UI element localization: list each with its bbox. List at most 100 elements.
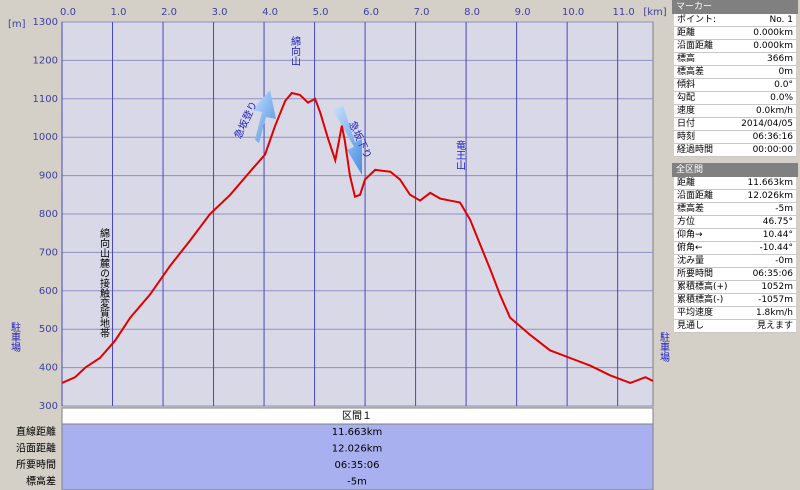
panel-row: 沿面距離 12.026km <box>674 190 796 203</box>
annotation: 綿向山 <box>289 35 301 66</box>
summary-value: -5m <box>347 477 367 488</box>
panel-row: 見通し 見えます <box>674 320 796 333</box>
summary-label: 直線距離 <box>16 425 56 438</box>
panel-row: 沿面距離 0.000km <box>674 40 796 53</box>
panel-value: 1.8km/h <box>755 308 793 318</box>
panel-row: ポイント: No. 1 <box>674 14 796 27</box>
panel-row: 距離 0.000km <box>674 27 796 40</box>
x-tick-label: 7.0 <box>414 7 430 18</box>
panel-row: 標高差 0m <box>674 66 796 79</box>
x-tick-label: 10.0 <box>562 7 584 18</box>
panel-row: 時刻 06:36:16 <box>674 131 796 144</box>
panel-value: 11.663km <box>747 178 793 188</box>
panel-value: -5m <box>775 204 793 214</box>
panel-label: 沿面距離 <box>677 41 714 51</box>
summary-title: 区間１ <box>342 410 372 422</box>
panel-value: 0.000km <box>753 28 793 38</box>
x-tick-label: 2.0 <box>161 7 177 18</box>
y-tick-label: 500 <box>39 324 58 335</box>
panel-row: 俯角← -10.44° <box>674 242 796 255</box>
panel-label: ポイント: <box>677 15 717 25</box>
y-tick-label: 900 <box>39 171 58 182</box>
y-tick-label: 300 <box>39 401 58 412</box>
panel-label: 沿面距離 <box>677 191 714 201</box>
x-unit: [km] <box>643 7 666 18</box>
panel-label: 距離 <box>677 28 696 38</box>
panel-value: 46.75° <box>762 217 793 227</box>
arrow-down <box>333 106 362 175</box>
y-tick-label: 1100 <box>33 94 58 105</box>
panel-value: 0.0° <box>774 80 793 90</box>
panel-value: 12.026km <box>747 191 793 201</box>
panel-value: 2014/04/05 <box>741 119 793 129</box>
x-tick-label: 11.0 <box>613 7 635 18</box>
panel-row: 累積標高(-) -1057m <box>674 294 796 307</box>
y-tick-label: 800 <box>39 209 58 220</box>
panel-label: 速度 <box>677 106 696 116</box>
panel-row: 距離 11.663km <box>674 177 796 190</box>
panel-row: 標高 366m <box>674 53 796 66</box>
panel-value: 0m <box>778 67 794 77</box>
panel-value: 0.0% <box>770 93 793 103</box>
panel-row: 所要時間 06:35:06 <box>674 268 796 281</box>
panel-label: 日付 <box>677 119 696 129</box>
annotation: 駐車場 <box>9 321 21 353</box>
panel-row: 標高差 -5m <box>674 203 796 216</box>
panel-value: 0.0km/h <box>755 106 793 116</box>
panel-value: 06:35:06 <box>752 269 793 279</box>
panel-label: 見通し <box>677 321 705 331</box>
summary-label: 所要時間 <box>16 459 56 471</box>
y-tick-label: 1000 <box>33 132 58 143</box>
annotation: 綿向山麓の接触変質地帯 <box>98 227 110 338</box>
annotation: 竜王山 <box>454 139 466 170</box>
x-tick-label: 8.0 <box>464 7 480 18</box>
panel-label: 傾斜 <box>677 80 696 90</box>
y-tick-label: 400 <box>39 363 58 374</box>
y-unit: [m] <box>8 19 26 30</box>
panel-value: -0m <box>775 256 793 266</box>
panel-row: 勾配 0.0% <box>674 92 796 105</box>
elevation-line <box>61 91 654 385</box>
panel-value: No. 1 <box>769 15 793 25</box>
panel-label: 平均速度 <box>677 308 714 318</box>
panel-value: 見えます <box>756 321 793 331</box>
panel-value: 10.44° <box>762 230 793 240</box>
summary-label: 沿面距離 <box>16 442 56 455</box>
panel-row: 方位 46.75° <box>674 216 796 229</box>
panel-row: 沈み量 -0m <box>674 255 796 268</box>
panel-label: 時刻 <box>677 132 696 142</box>
panel-label: 標高 <box>677 54 696 64</box>
panel-label: 標高差 <box>677 204 705 214</box>
panel-row: 傾斜 0.0° <box>674 79 796 92</box>
summary-value: 06:35:06 <box>335 460 380 471</box>
summary-value: 11.663km <box>332 427 383 438</box>
panel-label: 方位 <box>677 217 696 227</box>
y-tick-label: 600 <box>39 286 58 297</box>
panel-value: 0.000km <box>753 41 793 51</box>
panel-value: 06:36:16 <box>752 132 793 142</box>
x-tick-label: 0.0 <box>60 7 76 18</box>
y-tick-label: 1300 <box>33 17 58 28</box>
x-tick-label: 4.0 <box>262 7 278 18</box>
panel-label: 勾配 <box>677 93 696 103</box>
panel-label: 俯角← <box>677 243 703 253</box>
panel-row: 経過時間 00:00:00 <box>674 144 796 157</box>
panel-value: 366m <box>767 54 793 64</box>
chart: 300 400 500 600 700 800 900 1000 1100 1200 13000.0… <box>8 7 670 490</box>
y-tick-label: 1200 <box>33 55 58 66</box>
panel-header: 全区間 <box>672 163 798 177</box>
panel-row: 仰角→ 10.44° <box>674 229 796 242</box>
panel-label: 仰角→ <box>677 230 703 240</box>
panel-label: 累積標高(+) <box>677 282 728 292</box>
panel-value: 00:00:00 <box>752 145 793 155</box>
summary-label: 標高差 <box>26 475 56 488</box>
panel-row: 日付 2014/04/05 <box>674 118 796 131</box>
grid <box>61 21 653 407</box>
summary-body-bg <box>61 423 654 490</box>
panel-label: 所要時間 <box>677 269 714 279</box>
panel-label: 沈み量 <box>677 256 705 266</box>
panel-label: 標高差 <box>677 67 705 77</box>
panel-value: -1057m <box>758 295 793 305</box>
panel-row: 平均速度 1.8km/h <box>674 307 796 320</box>
